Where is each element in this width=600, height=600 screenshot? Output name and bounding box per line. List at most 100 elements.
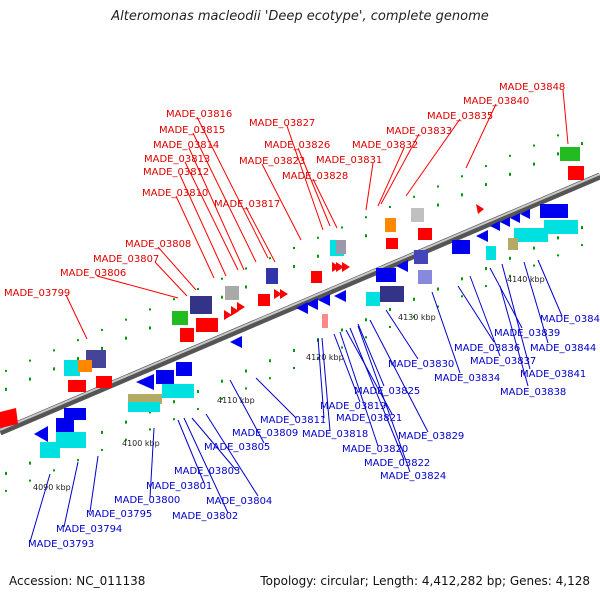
tick-mark [125, 336, 127, 340]
gene-label: MADE_03803 [174, 466, 240, 477]
tick-mark [509, 172, 511, 176]
gene-label: MADE_03816 [166, 109, 232, 120]
tick-mark [245, 285, 247, 289]
tick-mark [533, 162, 535, 166]
tick-mark [125, 438, 127, 441]
feature-blue-dark [266, 268, 278, 284]
gene-label: MADE_03827 [249, 118, 315, 129]
tick-mark [437, 203, 439, 207]
feature-red [386, 238, 398, 249]
feature-red [68, 380, 86, 392]
map-title: Alteromonas macleodii 'Deep ecotype', co… [111, 9, 489, 24]
gene-label: MADE_03805 [204, 442, 270, 453]
tick-mark [149, 428, 151, 431]
tick-mark [29, 461, 31, 465]
tick-mark [221, 397, 223, 400]
tick-mark [269, 377, 271, 380]
tick-mark [365, 234, 367, 238]
tick-mark [245, 369, 247, 373]
feature-blue-arrow [476, 230, 488, 242]
tick-mark [221, 379, 223, 383]
feature-cyan [64, 360, 80, 376]
tick-mark [365, 318, 367, 322]
tick-mark [125, 420, 127, 424]
feature-cyan [162, 384, 194, 398]
feature-blue-arrow [500, 217, 510, 227]
feature-blue [376, 268, 396, 282]
kbp-label: 4110 kbp [217, 396, 255, 405]
gene-label: MADE_03841 [520, 369, 586, 380]
gene-label: MADE_03800 [114, 495, 180, 506]
gene-label: MADE_03809 [232, 428, 298, 439]
gene-label: MADE_03817 [214, 199, 280, 210]
feature-khaki [508, 238, 518, 250]
tick-mark [413, 195, 415, 198]
position-ticks [5, 134, 583, 492]
tick-mark [581, 142, 583, 146]
tick-mark [173, 298, 175, 301]
gene-label: MADE_03829 [398, 431, 464, 442]
gene-label: MADE_03840 [463, 96, 529, 107]
gene-label: MADE_03806 [60, 268, 126, 279]
tick-mark [221, 277, 223, 280]
feature-cyan [128, 402, 160, 412]
feature-grey [336, 240, 346, 254]
feature-red-arrow [0, 408, 18, 428]
feature-blue [540, 204, 568, 218]
kbp-label: 4130 kbp [398, 313, 436, 322]
tick-mark [245, 267, 247, 270]
tick-mark [581, 226, 583, 230]
feature-red-arrow [476, 204, 484, 214]
tick-mark [533, 264, 535, 267]
tick-mark [485, 183, 487, 187]
gene-label: MADE_03831 [316, 155, 382, 166]
gene-features [0, 147, 584, 458]
tick-mark [485, 285, 487, 288]
tick-mark [557, 236, 559, 240]
tick-mark [461, 175, 463, 178]
feature-cyan [40, 442, 60, 458]
gene-label: MADE_03802 [172, 511, 238, 522]
tick-mark [389, 308, 391, 312]
kbp-labels: 4090 kbp 4100 kbp 4110 kbp 4120 kbp 4130… [33, 275, 545, 492]
gene-label: MADE_03832 [352, 140, 418, 151]
tick-mark [557, 152, 559, 156]
feature-navy [190, 296, 212, 314]
gene-label: MADE_03830 [388, 359, 454, 370]
feature-red-arrow [336, 262, 344, 272]
tick-mark [197, 407, 199, 410]
gene-label: MADE_03808 [125, 239, 191, 250]
tick-mark [29, 359, 31, 362]
feature-red [96, 376, 112, 388]
tick-mark [77, 339, 79, 342]
feature-blue [156, 370, 174, 384]
gene-label: MADE_03818 [302, 429, 368, 440]
tick-mark [197, 389, 199, 393]
feature-red-arrow [274, 289, 282, 299]
tick-mark [557, 254, 559, 257]
gene-label: MADE_03835 [427, 111, 493, 122]
gene-label: MADE_03801 [146, 481, 212, 492]
feature-orange [385, 218, 396, 232]
feature-red-arrow [237, 302, 245, 312]
tick-mark [413, 297, 415, 301]
tick-mark [77, 459, 79, 462]
gene-label: MADE_03822 [364, 458, 430, 469]
bottom-leader-lines [29, 259, 563, 543]
feature-green [172, 311, 188, 325]
feature-red-arrow [280, 289, 288, 299]
tick-mark [29, 377, 31, 381]
feature-blue-arrow [520, 209, 530, 219]
tick-mark [5, 471, 7, 475]
gene-label: MADE_03804 [206, 496, 272, 507]
tick-mark [173, 418, 175, 421]
feature-cyan [366, 292, 380, 306]
tick-mark [269, 359, 271, 363]
gene-label: MADE_03793 [28, 539, 94, 550]
feature-red [196, 318, 218, 332]
feature-orange [78, 360, 92, 372]
genome-backbone [0, 172, 600, 436]
gene-label: MADE_03814 [153, 140, 219, 151]
tick-mark [101, 328, 103, 331]
